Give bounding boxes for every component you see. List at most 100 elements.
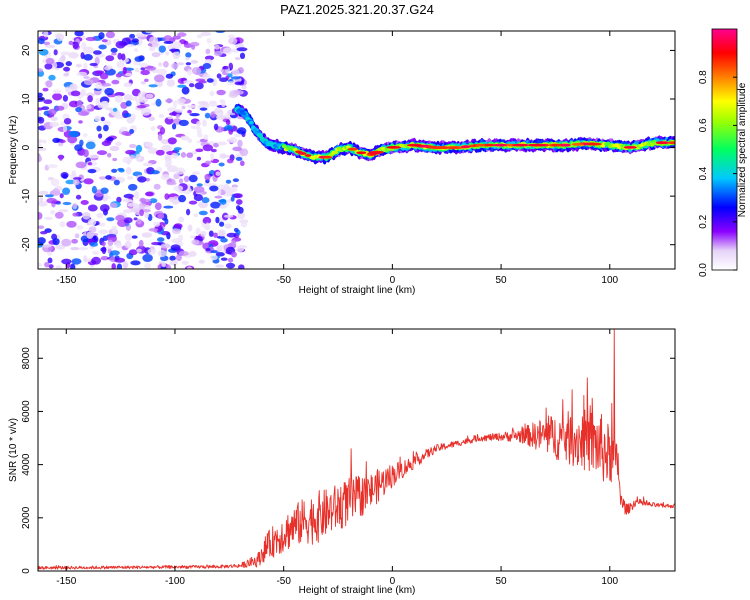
noise-blob	[70, 263, 76, 269]
noise-blob	[209, 90, 215, 97]
noise-blob	[139, 209, 145, 217]
colorbar-tick-label: 0.2	[698, 214, 709, 228]
ridge-peak	[655, 141, 667, 145]
noise-blob	[164, 218, 169, 225]
spectrogram-x-ticks: -150 -100 -50 0 50 100	[56, 31, 619, 286]
ridge-peak	[347, 147, 358, 151]
colorbar-label: Normalized spectral amplitude	[737, 82, 748, 217]
noise-blob	[105, 245, 114, 250]
noise-blob	[66, 220, 77, 228]
y-tick-label: 2000	[21, 506, 32, 529]
noise-blob	[52, 93, 63, 101]
noise-blob	[187, 109, 192, 114]
noise-blob	[180, 152, 186, 158]
noise-blob	[230, 76, 241, 80]
noise-blob	[105, 31, 115, 39]
noise-blob	[134, 56, 144, 62]
noise-blob	[148, 116, 155, 121]
noise-blob	[115, 73, 122, 78]
noise-blob	[213, 232, 218, 238]
noise-blob	[50, 210, 56, 215]
noise-blob	[233, 193, 243, 199]
noise-blob	[232, 146, 243, 152]
ridge-peak	[527, 143, 545, 147]
noise-blob	[163, 61, 169, 68]
spectrogram-frame	[37, 30, 676, 270]
noise-blob	[187, 69, 192, 76]
noise-blob	[188, 174, 198, 183]
noise-blob	[124, 241, 132, 249]
noise-blob	[240, 148, 249, 157]
spectrogram-noise	[38, 31, 249, 269]
noise-blob	[204, 173, 211, 181]
noise-blob	[193, 213, 199, 218]
noise-blob	[135, 33, 147, 38]
y-tick-label: -10	[21, 188, 32, 203]
noise-blob	[198, 210, 208, 216]
noise-blob	[38, 225, 45, 229]
noise-blob	[115, 141, 122, 146]
noise-blob	[114, 95, 124, 103]
noise-blob	[144, 262, 151, 269]
noise-blob	[88, 226, 97, 233]
noise-blob	[219, 204, 227, 209]
spectrogram-ridge	[234, 103, 675, 165]
x-tick-label: 100	[601, 576, 618, 587]
noise-blob	[202, 144, 213, 152]
ridge-peak	[571, 143, 585, 146]
noise-blob	[55, 105, 65, 111]
noise-blob	[74, 31, 84, 37]
x-tick-label: 50	[496, 576, 508, 587]
y-tick-label: -20	[21, 237, 32, 252]
noise-blob	[99, 72, 109, 80]
noise-blob	[219, 99, 225, 104]
noise-blob	[144, 78, 149, 83]
noise-blob	[63, 66, 71, 72]
noise-blob	[144, 211, 149, 219]
noise-blob	[123, 217, 133, 224]
noise-blob	[62, 201, 72, 206]
noise-blob	[38, 139, 44, 144]
noise-blob	[68, 52, 79, 59]
noise-blob	[59, 221, 66, 228]
noise-blob	[128, 249, 138, 256]
noise-blob	[210, 201, 221, 209]
noise-blob	[213, 123, 219, 131]
noise-blob	[123, 82, 133, 88]
noise-blob	[195, 227, 201, 235]
noise-blob	[177, 84, 187, 88]
ridge-peak	[623, 146, 637, 149]
noise-blob	[38, 190, 49, 195]
noise-blob	[43, 41, 51, 46]
ridge-peak	[446, 146, 460, 150]
noise-blob	[72, 203, 78, 210]
noise-blob	[187, 224, 193, 232]
noise-blob	[233, 227, 239, 233]
noise-blob	[48, 74, 56, 81]
noise-blob	[143, 162, 153, 167]
noise-blob	[230, 196, 235, 202]
noise-blob	[38, 147, 47, 151]
ridge-cell	[245, 116, 251, 121]
noise-blob	[202, 73, 211, 80]
noise-blob	[115, 215, 125, 222]
noise-blob	[224, 223, 232, 229]
noise-blob	[175, 109, 184, 113]
noise-blob	[38, 262, 42, 268]
noise-blob	[72, 41, 79, 49]
noise-blob	[173, 223, 183, 229]
noise-blob	[215, 216, 220, 224]
noise-blob	[55, 265, 62, 269]
noise-blob	[178, 234, 184, 242]
noise-blob	[116, 61, 125, 68]
noise-blob	[164, 193, 170, 200]
noise-blob	[230, 240, 237, 248]
noise-blob	[101, 140, 112, 147]
noise-blob	[100, 116, 106, 122]
noise-blob	[68, 130, 79, 138]
noise-blob	[163, 205, 174, 209]
noise-blob	[125, 149, 136, 155]
noise-blob	[234, 81, 245, 86]
noise-blob	[216, 89, 226, 96]
noise-blob	[175, 254, 182, 262]
